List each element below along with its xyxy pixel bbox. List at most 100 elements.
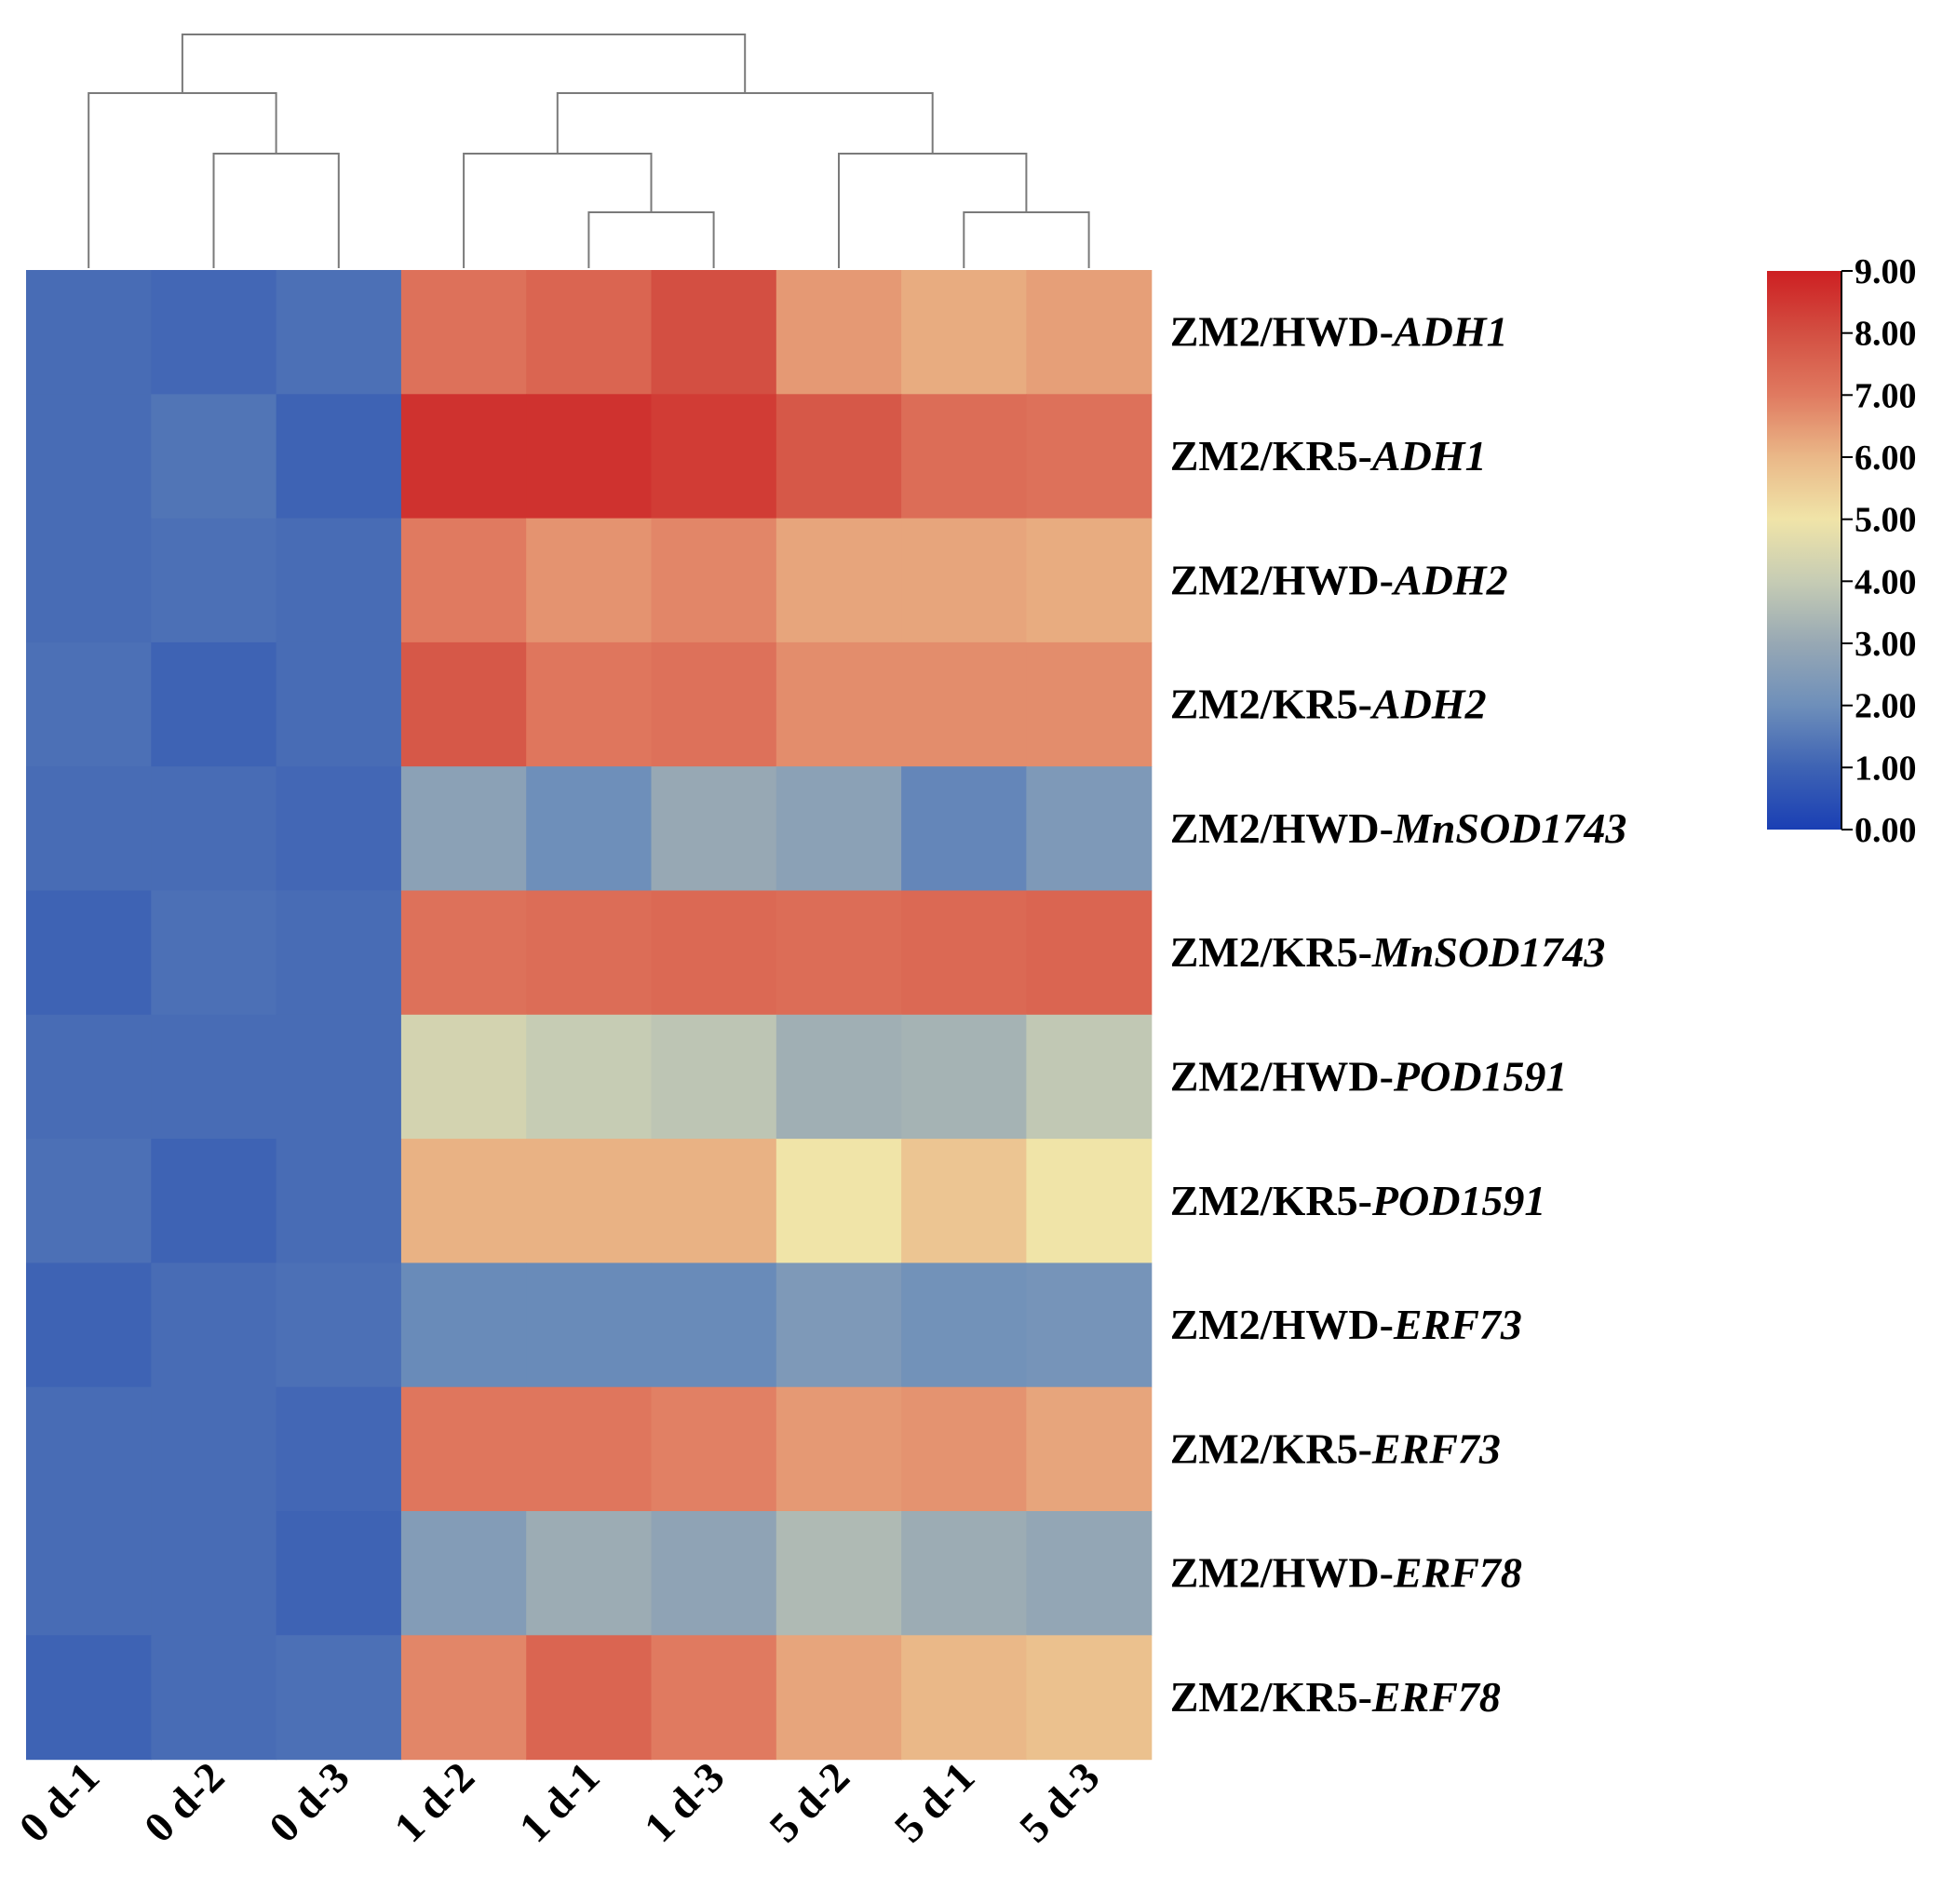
legend-tick-label: 3.00	[1855, 625, 1917, 664]
heatmap-cell	[400, 1014, 527, 1140]
heatmap-cell	[526, 1386, 653, 1512]
heatmap-cell	[1026, 270, 1153, 395]
legend-tick-label: 4.00	[1855, 562, 1917, 601]
row-label: ZM2/HWD-ERF73	[1170, 1301, 1522, 1348]
heatmap-cell	[26, 1139, 152, 1263]
heatmap-cell	[776, 1014, 902, 1140]
heatmap-cell	[276, 1386, 402, 1512]
heatmap-cell	[901, 1139, 1027, 1263]
heatmap-cells	[26, 270, 1153, 1761]
heatmap-cell	[1026, 890, 1153, 1016]
row-label: ZM2/HWD-ADH2	[1170, 556, 1508, 603]
heatmap-cell	[151, 890, 277, 1016]
heatmap-cell	[901, 394, 1027, 520]
color-scale-legend: 0.00 1.00 2.00 3.00 4.00 5.00 6.00 7.00 8.00 9.00	[1767, 252, 1917, 850]
heatmap-cell	[151, 766, 277, 892]
heatmap-cell	[526, 1139, 653, 1263]
dendrogram-link	[963, 211, 1090, 268]
row-labels: ZM2/HWD-ADH1 ZM2/KR5-ADH1 ZM2/HWD-ADH2 ZM2/…	[1170, 308, 1627, 1721]
dendrogram-link	[212, 153, 340, 268]
heatmap-cell	[26, 1635, 152, 1761]
heatmap-cell	[400, 1139, 527, 1263]
row-label: ZM2/HWD-ERF78	[1170, 1549, 1522, 1597]
heatmap-cell	[151, 1263, 277, 1388]
heatmap-cell	[526, 766, 653, 892]
color-scale-bar	[1767, 271, 1841, 830]
column-label: 5 d-1	[885, 1753, 984, 1852]
row-label: ZM2/KR5-ADH2	[1170, 681, 1487, 728]
legend-tick-label: 5.00	[1855, 501, 1917, 540]
row-label: ZM2/HWD-MnSOD1743	[1170, 804, 1627, 852]
heatmap-cell	[276, 641, 402, 767]
dendrogram-link	[463, 153, 653, 268]
heatmap-cell	[651, 1263, 777, 1388]
heatmap-cell	[400, 641, 527, 767]
heatmap-cell	[651, 394, 777, 520]
heatmap-cell	[776, 641, 902, 767]
heatmap-cell	[1026, 1511, 1153, 1636]
heatmap-cell	[26, 890, 152, 1016]
heatmap-cell	[651, 1014, 777, 1140]
heatmap-cell	[151, 1139, 277, 1263]
row-label: ZM2/HWD-ADH1	[1170, 308, 1508, 356]
heatmap-cell	[901, 518, 1027, 643]
heatmap-cell	[1026, 518, 1153, 643]
heatmap-cell	[1026, 766, 1153, 892]
heatmap-cell	[400, 890, 527, 1016]
column-label: 0 d-1	[10, 1753, 109, 1852]
heatmap-cell	[526, 1014, 653, 1140]
heatmap-cell	[651, 1386, 777, 1512]
dendrogram-link	[556, 92, 934, 154]
heatmap-cell	[1026, 641, 1153, 767]
heatmap-cell	[776, 1386, 902, 1512]
heatmap-cell	[776, 766, 902, 892]
heatmap-cell	[26, 394, 152, 520]
legend-tick-label: 0.00	[1855, 811, 1917, 850]
heatmap-cell	[901, 1263, 1027, 1388]
heatmap-cell	[776, 1263, 902, 1388]
column-label: 0 d-3	[260, 1753, 358, 1852]
heatmap-cell	[651, 1635, 777, 1761]
row-label: ZM2/KR5-ERF78	[1170, 1673, 1501, 1721]
heatmap-cell	[901, 270, 1027, 395]
heatmap-cell	[276, 270, 402, 395]
heatmap-cell	[400, 1511, 527, 1636]
heatmap-cell	[400, 394, 527, 520]
heatmap-cell	[400, 1635, 527, 1761]
heatmap-cell	[276, 1014, 402, 1140]
column-label: 0 d-2	[135, 1753, 234, 1852]
heatmap-cell	[526, 1635, 653, 1761]
column-labels: 0 d-1 0 d-2 0 d-3 1 d-2 1 d-1 1 d-3 5 d-2 5 d-1…	[10, 1753, 1109, 1852]
heatmap-cell	[400, 270, 527, 395]
heatmap-cell	[776, 270, 902, 395]
heatmap-cell	[276, 1263, 402, 1388]
heatmap-cell	[151, 518, 277, 643]
heatmap-cell	[776, 1511, 902, 1636]
heatmap-cell	[651, 766, 777, 892]
heatmap-cell	[26, 1386, 152, 1512]
column-label: 1 d-1	[510, 1753, 609, 1852]
heatmap-cell	[651, 890, 777, 1016]
heatmap-cell	[26, 1511, 152, 1636]
legend-tick-label: 6.00	[1855, 439, 1917, 478]
row-label: ZM2/KR5-ERF73	[1170, 1425, 1501, 1472]
heatmap-cell	[276, 518, 402, 643]
heatmap-cell	[276, 394, 402, 520]
heatmap-cell	[26, 270, 152, 395]
heatmap-cell	[26, 1263, 152, 1388]
heatmap-cell	[651, 270, 777, 395]
heatmap-cell	[526, 270, 653, 395]
heatmap-cell	[1026, 1263, 1153, 1388]
heatmap-cell	[526, 394, 653, 520]
legend-tick-label: 7.00	[1855, 376, 1917, 415]
heatmap-cell	[276, 1511, 402, 1636]
heatmap-cell	[26, 641, 152, 767]
heatmap-cell	[776, 1139, 902, 1263]
heatmap-cell	[776, 1635, 902, 1761]
row-label: ZM2/KR5-ADH1	[1170, 432, 1487, 479]
heatmap-cell	[776, 890, 902, 1016]
heatmap-cell	[526, 1511, 653, 1636]
dendrogram-link	[838, 153, 1028, 268]
heatmap-cell	[276, 1635, 402, 1761]
